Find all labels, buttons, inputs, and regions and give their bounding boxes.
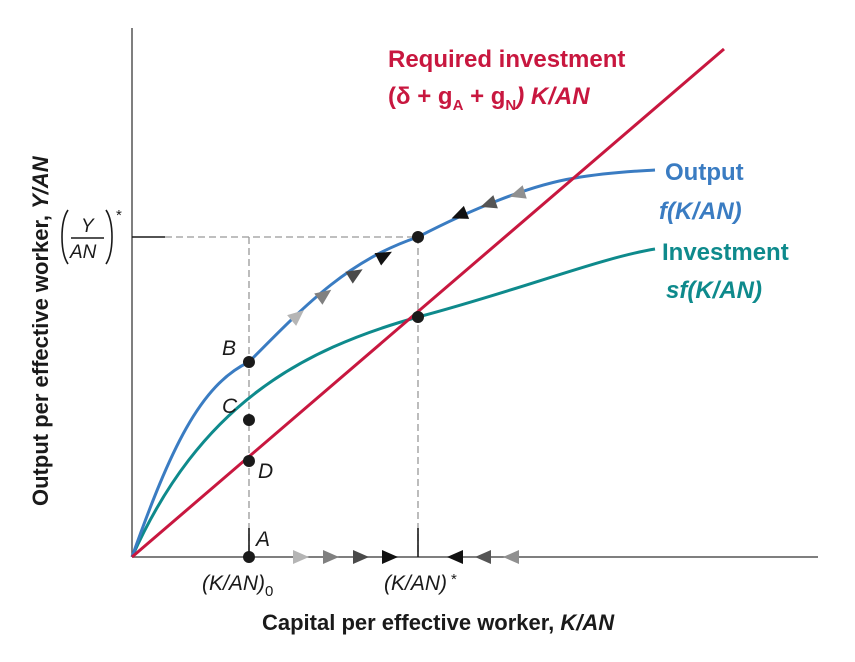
required-investment-formula: (δ + gA + gN) K/AN <box>388 83 590 114</box>
arrow-marker <box>447 550 463 564</box>
investment-formula: sf(K/AN) <box>666 277 762 304</box>
kstar-main: (K/AN) <box>384 572 447 595</box>
investment-curve <box>130 247 656 558</box>
k0-main: (K/AN) <box>202 572 265 595</box>
ystar-numerator: Y <box>81 216 95 237</box>
steady-state-output-dot <box>412 231 424 243</box>
arrow-marker <box>314 289 332 305</box>
output-curve <box>130 168 656 558</box>
x-axis-title-var: K/AN <box>560 610 615 635</box>
investment-title: Investment <box>662 239 789 266</box>
point-b-label: B <box>222 337 236 360</box>
arrow-marker <box>509 185 527 199</box>
arrow-marker <box>287 310 304 326</box>
formula-open: (δ + g <box>388 83 453 110</box>
left-paren <box>61 209 69 265</box>
steady-state-investment-dot <box>412 311 424 323</box>
ystar-superscript: * <box>116 207 122 224</box>
formula-sub-a: A <box>453 97 464 114</box>
output-arrows <box>287 185 527 326</box>
x-axis-title-text: Capital per effective worker, <box>262 610 560 635</box>
k0-subscript: 0 <box>265 583 273 600</box>
axis-arrows <box>293 550 519 564</box>
point-b-dot <box>243 356 255 368</box>
points <box>243 231 424 563</box>
kstar-tick-label: (K/AN) * <box>384 571 457 595</box>
arrow-marker <box>451 205 470 219</box>
arrow-marker <box>503 550 519 564</box>
arrow-marker <box>293 550 309 564</box>
guide-lines <box>165 236 419 555</box>
output-formula: f(K/AN) <box>659 198 742 225</box>
y-axis-title-text: Output per effective worker, <box>28 209 53 506</box>
point-d-dot <box>243 455 255 467</box>
formula-sub-n: N <box>505 97 516 114</box>
required-investment-line <box>131 47 725 559</box>
arrow-marker <box>475 550 491 564</box>
point-d-label: D <box>258 460 273 483</box>
arrow-marker <box>480 195 498 209</box>
arrow-marker <box>323 550 339 564</box>
required-investment-title: Required investment <box>388 46 625 73</box>
formula-close: ) K/AN <box>513 83 590 110</box>
x-axis-title: Capital per effective worker, K/AN <box>262 610 615 635</box>
point-a-label: A <box>254 528 270 551</box>
k0-tick-label: (K/AN)0 <box>202 572 273 600</box>
y-axis-title-var: Y/AN <box>28 155 53 209</box>
point-c-dot <box>243 414 255 426</box>
kstar-superscript: * <box>451 571 457 588</box>
arrow-marker <box>374 251 392 266</box>
output-title: Output <box>665 159 744 186</box>
arrow-marker <box>345 269 363 284</box>
formula-plus: + g <box>463 83 505 110</box>
ystar-tick-label: Y AN * <box>61 207 122 265</box>
arrow-marker <box>353 550 369 564</box>
right-paren <box>105 209 113 265</box>
ystar-denominator: AN <box>69 242 97 263</box>
y-axis-title: Output per effective worker, Y/AN <box>28 155 53 506</box>
arrow-marker <box>382 550 398 564</box>
point-a-dot <box>243 551 255 563</box>
point-c-label: C <box>222 395 238 418</box>
